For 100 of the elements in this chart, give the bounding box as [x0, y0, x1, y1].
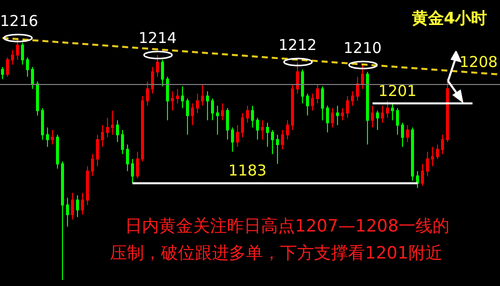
candlestick [196, 93, 199, 114]
candlestick [431, 146, 434, 167]
annotation: 1208 [460, 53, 498, 72]
candlestick [146, 81, 149, 106]
candlestick [361, 64, 364, 90]
candlestick [436, 144, 439, 160]
candlestick [236, 124, 239, 148]
candlestick [391, 102, 394, 121]
annotation: 压制，破位跟进多单，下方支撑看1201附近 [110, 244, 442, 264]
candlestick [116, 120, 119, 143]
candlestick [441, 134, 444, 155]
annotation: 1212 [278, 36, 317, 54]
candlestick [366, 71, 369, 145]
candlestick [111, 110, 114, 136]
candlestick [356, 76, 359, 102]
candlestick [26, 56, 29, 78]
candlestick [101, 124, 104, 148]
candlestick [381, 105, 384, 124]
candlestick [166, 76, 169, 121]
candlestick [176, 88, 179, 104]
candlestick [151, 66, 154, 94]
candlestick [181, 86, 184, 109]
annotation: 日内黄金关注昨日高点1207—1208一线的 [125, 216, 450, 236]
candlestick [86, 166, 89, 206]
candlestick [1, 66, 4, 80]
candlestick [326, 105, 329, 133]
candlestick [231, 127, 234, 152]
series-label: 1183 [228, 162, 267, 180]
candlestick [406, 124, 409, 143]
candlestick [416, 170, 419, 189]
candlestick [351, 90, 354, 106]
candlestick [296, 62, 299, 94]
annotation: 1214 [138, 28, 177, 47]
candlestick [66, 197, 69, 228]
candlestick [31, 66, 34, 90]
candlestick [126, 144, 129, 172]
candlestick [251, 105, 254, 128]
candlestick [106, 117, 109, 138]
candlestick [446, 78, 449, 143]
candlestick [336, 105, 339, 126]
candlestick [16, 38, 19, 60]
candlestick [311, 93, 314, 112]
candlestick [266, 122, 269, 148]
candlestick [246, 105, 249, 124]
candlestick [11, 50, 14, 66]
candlestick [81, 192, 84, 216]
candlestick [201, 83, 204, 106]
candlestick [131, 158, 134, 184]
candlestick [41, 108, 44, 140]
candlestick [76, 194, 79, 218]
candlestick [191, 102, 194, 126]
annotation: 1210 [344, 38, 382, 57]
candlestick [136, 151, 139, 179]
candlestick [276, 134, 279, 164]
candlestick [346, 96, 349, 118]
candlestick [6, 56, 9, 78]
candlestick [121, 129, 124, 155]
candlestick [271, 129, 274, 155]
candlestick [316, 83, 319, 104]
candlestick [51, 129, 54, 145]
candlestick [21, 42, 24, 66]
candlestick [301, 68, 304, 104]
candlestick [321, 86, 324, 121]
candlestick [291, 83, 294, 130]
candlestick [411, 127, 414, 182]
candlestick [401, 122, 404, 148]
candlestick [161, 59, 164, 87]
candlestick [281, 129, 284, 150]
candlestick [226, 108, 229, 140]
candlestick [421, 163, 424, 186]
candlestick [216, 105, 219, 136]
candlestick [341, 108, 344, 121]
chart-title: 黄金4小时 [410, 8, 488, 28]
annotation: 1216 [0, 12, 38, 30]
candlestick [71, 192, 74, 220]
candlestick [206, 90, 209, 121]
candlestick [386, 100, 389, 118]
legend-label: 1201 [378, 82, 417, 100]
candlestick [241, 112, 244, 138]
candlestick [96, 134, 99, 167]
candlestick [221, 102, 224, 121]
candlestick [261, 120, 264, 140]
candlestick [46, 127, 49, 148]
candlestick [211, 98, 214, 121]
candlestick [56, 134, 59, 170]
candlestick [91, 154, 94, 176]
candlestick [286, 120, 289, 140]
candlestick [376, 110, 379, 130]
candlestick [371, 105, 374, 128]
candlestick [426, 151, 429, 176]
candlestick [36, 81, 39, 116]
candlestick [141, 96, 144, 162]
candlestick [396, 108, 399, 136]
candlestick [61, 160, 64, 280]
candlestick [306, 93, 309, 116]
candlestick [186, 98, 189, 136]
candlestick [256, 117, 259, 140]
candlestick [171, 90, 174, 112]
candlestick [331, 108, 334, 128]
candlestick [156, 54, 159, 78]
